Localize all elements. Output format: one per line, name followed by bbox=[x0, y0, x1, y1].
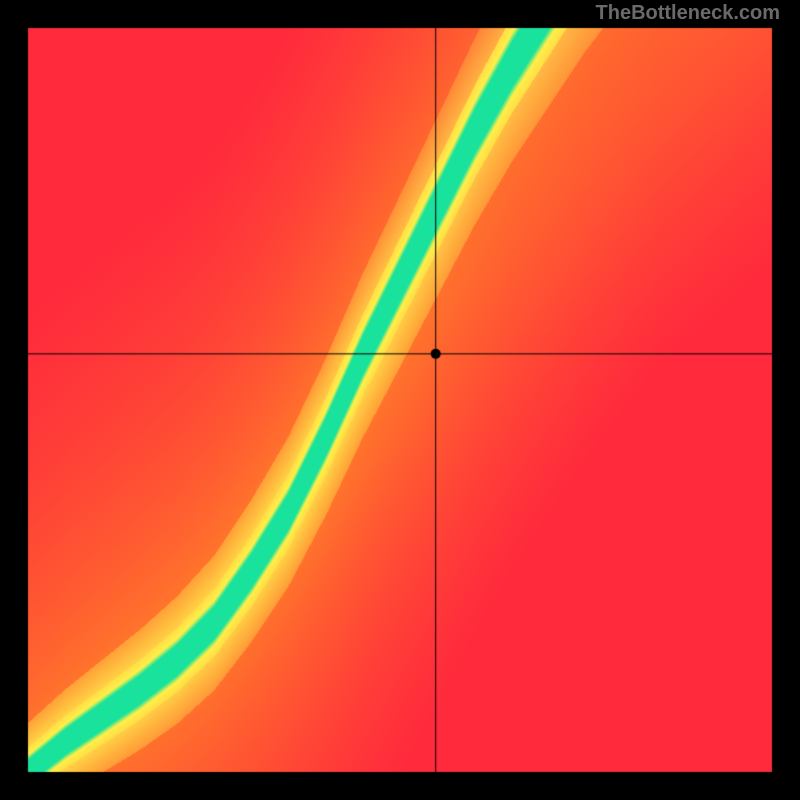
watermark-text: TheBottleneck.com bbox=[596, 2, 780, 25]
bottleneck-heatmap bbox=[0, 0, 800, 800]
chart-container: TheBottleneck.com bbox=[0, 0, 800, 800]
